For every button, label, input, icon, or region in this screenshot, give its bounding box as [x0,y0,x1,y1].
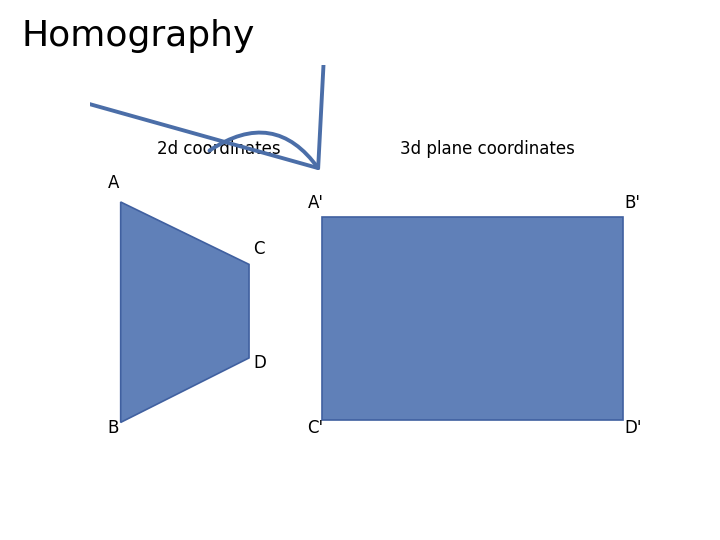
Text: A': A' [307,194,323,212]
Text: Homography: Homography [22,19,255,53]
Text: B': B' [624,194,641,212]
Text: A: A [108,174,120,192]
Text: D: D [253,354,266,372]
Text: 3d plane coordinates: 3d plane coordinates [400,140,575,158]
Polygon shape [121,202,249,422]
Text: C: C [253,240,264,258]
Polygon shape [322,217,623,420]
Text: D': D' [624,419,642,437]
Text: 2d coordinates: 2d coordinates [157,140,281,158]
FancyArrowPatch shape [0,0,336,168]
Text: C': C' [307,419,324,437]
Text: B: B [108,419,120,437]
